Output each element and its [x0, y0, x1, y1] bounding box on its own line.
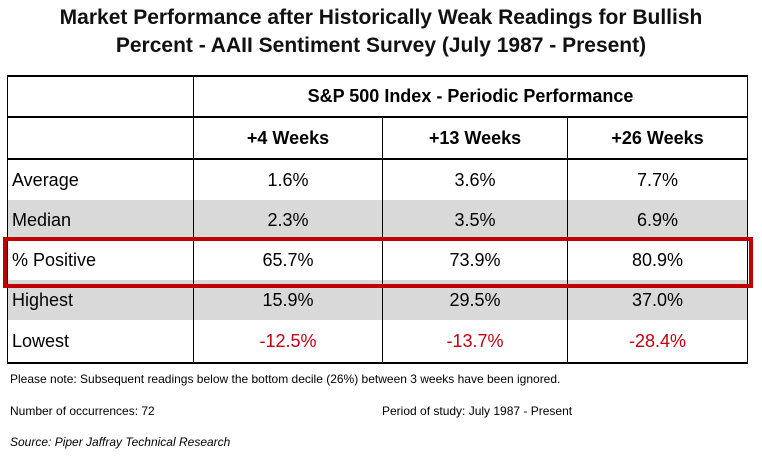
cell-value: 3.6% — [382, 159, 568, 200]
source-note: Source: Piper Jaffray Technical Research — [10, 435, 231, 449]
cell-value: 7.7% — [567, 159, 748, 200]
cell-value-negative: -13.7% — [382, 320, 568, 364]
row-label: Highest — [7, 280, 194, 320]
footnote: Please note: Subsequent readings below t… — [10, 372, 561, 386]
group-header-row: S&P 500 Index - Periodic Performance — [7, 75, 748, 118]
group-header: S&P 500 Index - Periodic Performance — [193, 75, 748, 118]
cell-value: 65.7% — [193, 240, 383, 280]
row-label: Average — [7, 159, 194, 200]
column-header-13-weeks: +13 Weeks — [382, 117, 568, 160]
cell-value: 3.5% — [382, 200, 568, 240]
column-header-4-weeks: +4 Weeks — [193, 117, 383, 160]
row-label: Lowest — [7, 320, 194, 364]
row-label: Median — [7, 200, 194, 240]
performance-table: S&P 500 Index - Periodic Performance +4 … — [7, 75, 748, 364]
cell-value: 73.9% — [382, 240, 568, 280]
cell-value: 2.3% — [193, 200, 383, 240]
cell-value: 15.9% — [193, 280, 383, 320]
row-highest: Highest 15.9% 29.5% 37.0% — [7, 280, 748, 320]
column-header-26-weeks: +26 Weeks — [567, 117, 748, 160]
occurrences-note: Number of occurrences: 72 — [10, 404, 155, 418]
period-note: Period of study: July 1987 - Present — [382, 404, 573, 418]
page-title: Market Performance after Historically We… — [0, 4, 762, 60]
title-line-1: Market Performance after Historically We… — [59, 6, 703, 29]
corner-cell — [7, 75, 194, 118]
row-average: Average 1.6% 3.6% 7.7% — [7, 159, 748, 200]
row-lowest: Lowest -12.5% -13.7% -28.4% — [7, 320, 748, 364]
row-percent-positive: % Positive 65.7% 73.9% 80.9% — [7, 240, 748, 280]
cell-value-negative: -28.4% — [567, 320, 748, 364]
cell-value: 37.0% — [567, 280, 748, 320]
cell-value: 1.6% — [193, 159, 383, 200]
cell-value: 6.9% — [567, 200, 748, 240]
corner-cell-2 — [7, 117, 194, 160]
cell-value: 29.5% — [382, 280, 568, 320]
title-line-2: Percent - AAII Sentiment Survey (July 19… — [115, 34, 647, 57]
row-label: % Positive — [7, 240, 194, 280]
cell-value-negative: -12.5% — [193, 320, 383, 364]
cell-value: 80.9% — [567, 240, 748, 280]
column-header-row: +4 Weeks +13 Weeks +26 Weeks — [7, 117, 748, 160]
row-median: Median 2.3% 3.5% 6.9% — [7, 200, 748, 240]
